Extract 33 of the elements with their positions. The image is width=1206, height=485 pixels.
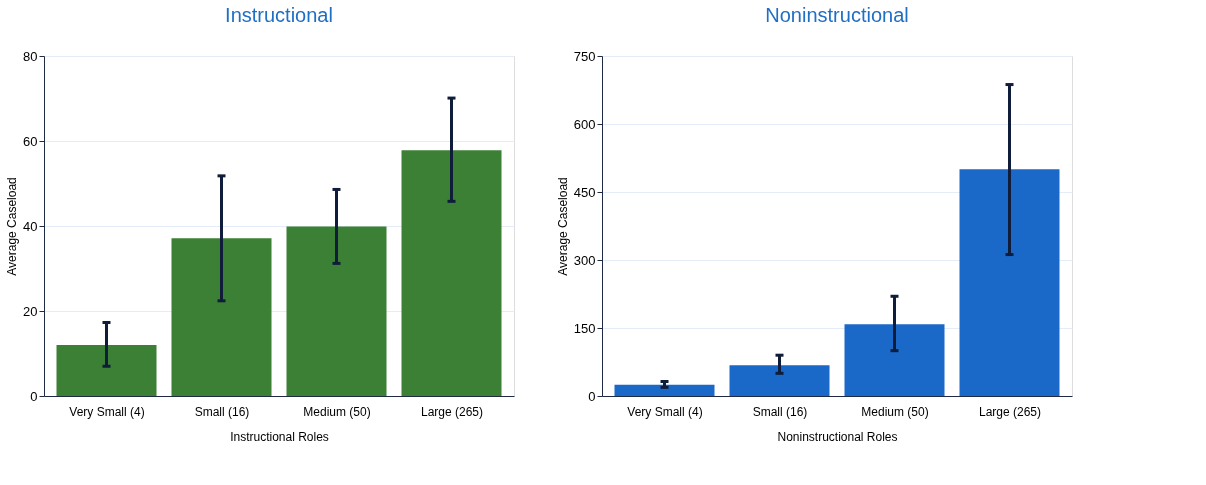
chart-title: Instructional bbox=[225, 4, 333, 26]
bar bbox=[401, 150, 502, 396]
chart-title: Noninstructional bbox=[765, 4, 909, 26]
y-tick-label: 300 bbox=[573, 252, 596, 268]
x-axis-title: Instructional Roles bbox=[230, 429, 329, 444]
y-tick-label: 450 bbox=[573, 184, 596, 200]
y-tick-label: 80 bbox=[23, 48, 38, 64]
x-tick-label: Very Small (4) bbox=[627, 404, 703, 419]
x-tick-label: Very Small (4) bbox=[69, 404, 145, 419]
bar bbox=[171, 238, 272, 396]
x-tick-label: Large (265) bbox=[420, 404, 484, 419]
x-axis-title: Noninstructional Roles bbox=[777, 429, 898, 444]
bar bbox=[56, 345, 157, 396]
bar bbox=[614, 384, 715, 396]
bar bbox=[286, 226, 387, 396]
y-tick-label: 750 bbox=[573, 48, 596, 64]
x-tick-label: Small (16) bbox=[194, 404, 250, 419]
y-tick-label: 0 bbox=[30, 388, 38, 404]
bar bbox=[729, 365, 830, 396]
x-tick-label: Medium (50) bbox=[303, 404, 371, 419]
x-tick-label: Medium (50) bbox=[861, 404, 929, 419]
bar bbox=[844, 324, 945, 396]
y-tick-label: 600 bbox=[573, 116, 596, 132]
y-tick-label: 0 bbox=[588, 388, 596, 404]
y-tick-label: 60 bbox=[23, 133, 38, 149]
y-tick-label: 20 bbox=[23, 303, 38, 319]
y-tick-label: 40 bbox=[23, 218, 38, 234]
bar bbox=[959, 169, 1060, 396]
y-axis-title: Average Caseload bbox=[5, 177, 20, 276]
y-axis-title: Average Caseload bbox=[555, 177, 570, 276]
y-tick-label: 150 bbox=[573, 320, 596, 336]
x-tick-label: Large (265) bbox=[978, 404, 1042, 419]
x-tick-label: Small (16) bbox=[752, 404, 808, 419]
